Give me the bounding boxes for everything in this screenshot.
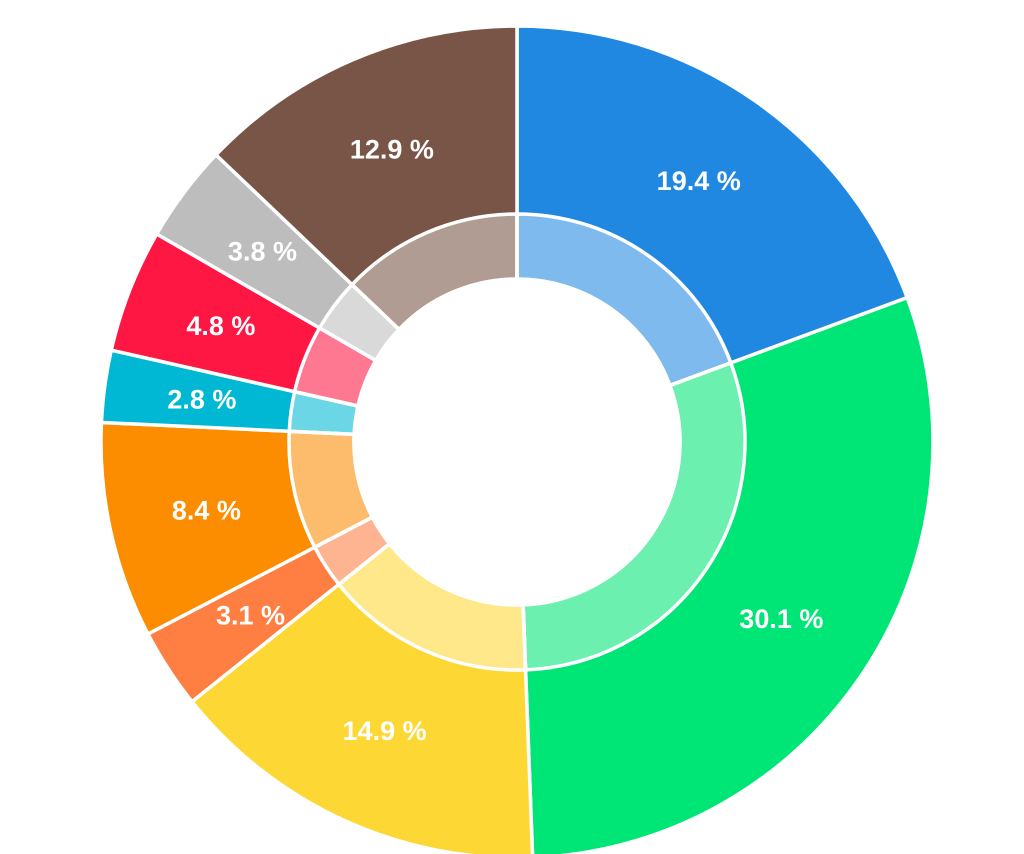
slice-label-2: 14.9 % — [343, 716, 427, 746]
slice-label-6: 4.8 % — [186, 311, 255, 341]
slice-label-7: 3.8 % — [228, 236, 297, 266]
slice-label-1: 30.1 % — [739, 604, 823, 634]
slice-label-3: 3.1 % — [216, 600, 285, 630]
slice-label-8: 12.9 % — [350, 135, 434, 165]
donut-hole — [354, 279, 680, 605]
slices-layer — [99, 24, 935, 854]
slice-label-4: 8.4 % — [172, 495, 241, 525]
inner-ring-layer — [287, 212, 747, 672]
slice-label-5: 2.8 % — [167, 384, 236, 414]
slice-label-0: 19.4 % — [657, 166, 741, 196]
labels-layer: 19.4 % 30.1 % 14.9 % 3.1 % 8.4 % 2.8 % 4.8 % 3.… — [167, 135, 823, 746]
